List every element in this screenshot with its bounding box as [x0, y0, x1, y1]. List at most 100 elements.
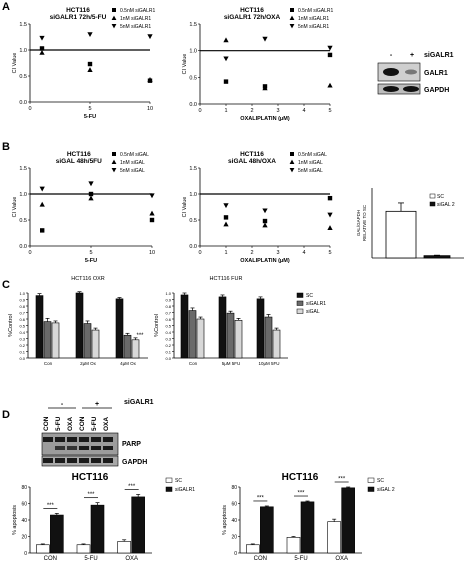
c1-category-label-1: Con [44, 361, 53, 366]
panel-label-a: A [2, 1, 10, 13]
b2-series-3-point-2 [262, 208, 268, 214]
a1-ytick-label-1: 0.5 [19, 74, 27, 80]
a1-legend-label-3: 5nM siGALR1 [120, 24, 151, 30]
b1-series-3-point-2 [88, 181, 94, 187]
b3-y-axis-label-line-1: GAL/GAPDH [356, 210, 361, 236]
b2-series-3-point-1 [223, 203, 229, 209]
b2-title-line-2: siGAL 48h/OXA [228, 158, 276, 165]
b3-bar-1 [385, 210, 417, 259]
d1-ytick-label-3: 60 [21, 501, 27, 507]
c1-ytick-label-0: 0.0 [19, 356, 25, 361]
d2-legend-swatch-1 [367, 477, 375, 483]
c2-bar-3-2 [264, 316, 273, 359]
c2-ytick-label-3: 0.3 [165, 336, 171, 341]
a2-xtick-label-1: 1 [224, 108, 227, 114]
c2-title: HCT116 FUR [210, 276, 243, 282]
d2-ytick-label-3: 60 [231, 501, 237, 507]
c2-ytick-label-5: 0.5 [165, 323, 171, 328]
blot-d-gapdh-band-4 [79, 458, 89, 463]
a2-xtick-label-2: 2 [250, 108, 253, 114]
d1-ytick-label-4: 80 [21, 485, 27, 491]
a2-legend-marker-3 [289, 24, 295, 29]
a1-legend-marker-3 [111, 24, 117, 29]
b1-ytick-label-2: 1.0 [19, 192, 27, 198]
blot-d-gapdh-band-2 [55, 458, 65, 463]
c1-bar-1-3 [51, 322, 60, 359]
chart-c1-oxr-viability: HCT116 OXR 0.0 0.10.2 0.30.4 0.50.6 0.70.8 0.9… [8, 276, 148, 366]
b2-xtick-label-3: 3 [276, 250, 279, 256]
b3-y-axis-label-line-2: RELATIVE TO SC [362, 204, 367, 241]
a2-legend-label-1: 0.5nM siGALR1 [298, 8, 334, 14]
blot-a-galr1-band-sc [383, 68, 399, 76]
d1-category-label-2: 5-FU [84, 556, 97, 562]
blot-a-galr1-band-si [405, 69, 417, 75]
c2-ytick-label-0: 0.0 [165, 356, 171, 361]
blot-a-galr1-label: GALR1 [424, 70, 448, 77]
blot-d-lane-label-3: OXA [67, 417, 74, 431]
b2-series-2-point-3 [327, 225, 333, 230]
blot-d-minus-label: - [61, 401, 64, 408]
a2-legend-label-2: 1nM siGALR1 [298, 16, 329, 22]
a1-ytick-label-2: 1.0 [19, 48, 27, 54]
blot-d-parp-band-row [41, 432, 119, 456]
a1-xtick-label-0: 0 [28, 106, 31, 112]
b2-legend-marker-3 [289, 168, 295, 173]
b1-legend-label-1: 0.5nM siGAL [120, 152, 149, 158]
c1-ytick-label-8: 0.8 [19, 304, 25, 309]
d2-bar-1-1 [246, 544, 260, 554]
c2-bar-3-3 [272, 329, 281, 359]
blot-d-parp-band-cleaved-5 [91, 446, 101, 450]
d2-annotation-1: *** [257, 495, 265, 501]
d1-annotation-2: *** [87, 492, 95, 498]
d2-title: HCT116 [282, 472, 319, 483]
b1-ytick-label-3: 1.5 [19, 166, 27, 172]
c2-bar-3-1 [256, 298, 265, 359]
a1-series-1-point-2 [87, 61, 93, 67]
b2-series-1-point-1 [223, 215, 229, 220]
c2-bar-1-3 [196, 318, 205, 359]
c2-bar-1-2 [188, 310, 197, 359]
b1-legend-label-2: 1nM siGAL [120, 160, 145, 166]
d1-y-axis-label: % apoptosis [12, 505, 18, 535]
d1-bar-3-2 [131, 496, 145, 554]
c2-ytick-label-1: 0.1 [165, 349, 171, 354]
a1-series-3-point-1 [39, 35, 45, 41]
c1-category-label-2: 2μM Ox [80, 361, 97, 366]
c2-bar-2-3 [234, 319, 243, 359]
panel-label-d: D [2, 409, 10, 421]
blot-d-gapdh-label: GAPDH [122, 459, 147, 466]
d1-annotation-3: *** [128, 484, 136, 490]
b1-x-axis-label: 5-FU [85, 258, 97, 264]
d2-y-axis-label: % apoptosis [222, 505, 228, 535]
b1-xtick-label-0: 0 [28, 250, 31, 256]
a2-title-line-1: HCT116 [240, 7, 264, 14]
blot-d-lane-label-2: 5-FU [55, 416, 62, 431]
a1-series-1-point-1 [39, 46, 45, 51]
d2-category-label-1: CON [254, 556, 267, 562]
b2-legend-marker-2 [289, 159, 295, 164]
c1-ytick-label-4: 0.4 [19, 330, 25, 335]
b1-series-3-point-1 [39, 186, 45, 192]
blot-d-parp-band-cleaved-2 [55, 446, 65, 450]
b1-legend-marker-3 [111, 168, 117, 173]
a1-legend-marker-2 [111, 15, 117, 20]
blot-d-gapdh-band-1 [43, 458, 53, 463]
b2-series-1-point-3 [327, 195, 333, 201]
a2-legend-label-3: 5nM siGALR1 [298, 24, 329, 30]
b1-title-line-2: siGAL 48h/5FU [56, 158, 102, 165]
b2-title-line-1: HCT116 [240, 151, 264, 158]
b1-series-1-point-3 [149, 217, 155, 223]
c2-category-label-2: 5μM 5FU [222, 361, 241, 366]
c1-bar-3-1 [115, 298, 124, 359]
b1-xtick-label-1: 5 [89, 250, 92, 256]
c1-annotation-1: *** [136, 333, 144, 339]
blot-d-parp-label: PARP [122, 441, 141, 448]
blot-a-gapdh-band-si [403, 86, 419, 92]
c2-bar-2-1 [218, 296, 227, 359]
c2-legend-swatch-2 [296, 300, 304, 306]
a2-ytick-label-0: 0.0 [189, 102, 197, 108]
a1-series-2-point-1 [39, 49, 45, 55]
